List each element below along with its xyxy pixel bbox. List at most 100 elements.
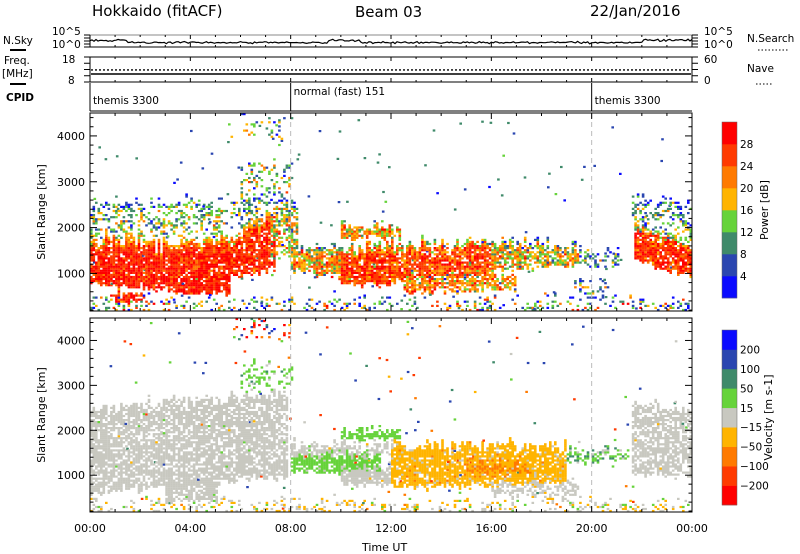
data-cell bbox=[222, 286, 226, 289]
data-cell bbox=[393, 234, 397, 237]
data-cell bbox=[378, 259, 382, 262]
data-cell bbox=[360, 265, 364, 268]
data-cell bbox=[192, 263, 196, 266]
data-cell bbox=[634, 205, 637, 208]
data-cell bbox=[240, 275, 244, 279]
data-cell bbox=[431, 269, 434, 272]
data-cell bbox=[318, 247, 321, 250]
data-cell bbox=[245, 240, 249, 243]
data-cell bbox=[641, 218, 645, 221]
data-cell bbox=[248, 181, 251, 184]
data-cell bbox=[225, 265, 228, 268]
data-cell bbox=[162, 230, 166, 233]
data-cell bbox=[241, 299, 245, 302]
data-cell bbox=[177, 265, 181, 268]
data-cell bbox=[253, 240, 256, 243]
data-cell bbox=[682, 247, 685, 250]
data-cell bbox=[265, 253, 269, 256]
data-cell bbox=[303, 267, 306, 270]
data-cell bbox=[651, 245, 655, 248]
data-cell bbox=[228, 306, 231, 309]
data-cell bbox=[298, 253, 301, 256]
data-cell bbox=[92, 280, 96, 283]
data-cell bbox=[130, 253, 133, 256]
data-cell bbox=[493, 280, 497, 283]
data-cell bbox=[669, 203, 672, 206]
data-cell bbox=[381, 236, 384, 239]
data-cell bbox=[210, 282, 213, 285]
data-cell bbox=[458, 265, 462, 268]
data-cell bbox=[355, 232, 359, 235]
data-cell bbox=[215, 284, 218, 287]
data-cell bbox=[421, 245, 424, 248]
data-cell bbox=[143, 268, 146, 272]
data-cell bbox=[225, 242, 228, 246]
data-cell bbox=[298, 263, 301, 266]
data-cell bbox=[170, 284, 173, 287]
data-cell bbox=[180, 222, 183, 225]
data-cell bbox=[115, 267, 118, 270]
data-cell bbox=[448, 263, 452, 266]
data-cell bbox=[684, 236, 688, 239]
data-cell bbox=[167, 253, 171, 256]
data-cell bbox=[273, 242, 276, 246]
data-cell bbox=[308, 247, 311, 250]
data-cell bbox=[293, 201, 296, 204]
data-cell bbox=[636, 249, 640, 252]
data-cell bbox=[443, 302, 447, 305]
data-cell bbox=[250, 245, 254, 248]
data-cell bbox=[125, 232, 128, 235]
data-cell bbox=[283, 220, 286, 223]
data-cell bbox=[689, 232, 693, 235]
data-cell bbox=[92, 205, 96, 208]
data-cell bbox=[147, 222, 151, 225]
data-cell bbox=[238, 209, 241, 213]
data-cell bbox=[529, 251, 532, 254]
data-cell bbox=[132, 240, 136, 243]
nsearch-label: N.Search bbox=[747, 33, 794, 45]
data-cell bbox=[112, 203, 116, 206]
data-cell bbox=[669, 224, 672, 227]
data-cell bbox=[270, 240, 274, 243]
data-cell bbox=[416, 255, 419, 258]
data-cell bbox=[451, 288, 454, 291]
data-cell bbox=[674, 242, 677, 246]
data-cell bbox=[195, 203, 198, 206]
data-cell bbox=[677, 265, 680, 268]
data-cell bbox=[353, 302, 356, 305]
data-cell bbox=[458, 286, 462, 289]
data-cell bbox=[275, 181, 279, 184]
data-cell bbox=[501, 240, 504, 243]
data-cell bbox=[175, 288, 178, 291]
data-cell bbox=[478, 249, 482, 252]
data-cell bbox=[248, 271, 251, 274]
data-cell bbox=[210, 259, 213, 262]
data-cell bbox=[150, 271, 153, 274]
data-cell bbox=[295, 228, 299, 231]
data-cell bbox=[546, 265, 550, 268]
data-cell bbox=[496, 278, 499, 281]
data-cell bbox=[446, 265, 449, 268]
data-cell bbox=[238, 253, 241, 256]
data-cell bbox=[584, 261, 587, 264]
data-cell bbox=[167, 273, 171, 276]
data-cell bbox=[225, 247, 228, 250]
data-cell bbox=[684, 224, 688, 227]
data-cell bbox=[215, 222, 218, 225]
data-cell bbox=[107, 265, 111, 268]
data-cell bbox=[107, 220, 111, 223]
data-cell bbox=[265, 234, 269, 237]
data-cell bbox=[215, 263, 218, 266]
data-cell bbox=[243, 253, 246, 256]
data-cell bbox=[228, 261, 231, 264]
data-cell bbox=[130, 308, 133, 312]
data-cell bbox=[147, 280, 151, 283]
data-cell bbox=[340, 273, 344, 276]
data-cell bbox=[378, 249, 382, 252]
data-cell bbox=[471, 259, 474, 262]
data-cell bbox=[684, 247, 688, 250]
data-cell bbox=[250, 224, 254, 227]
data-cell bbox=[651, 214, 655, 217]
data-cell bbox=[388, 267, 392, 270]
data-cell bbox=[671, 247, 675, 250]
